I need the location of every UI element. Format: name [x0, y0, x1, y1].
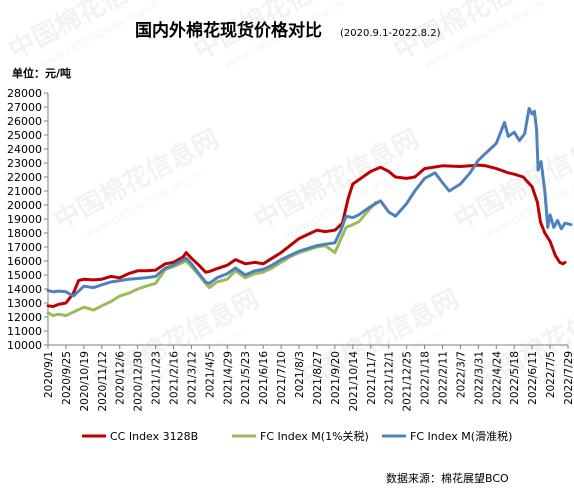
source-note: 数据来源：棉花展望BCO: [386, 471, 509, 485]
x-tick-label: 2020/12/30: [133, 351, 145, 412]
legend-label: FC Index M(滑准税): [410, 429, 512, 443]
y-tick-label: 24000: [7, 143, 42, 156]
series-line-3: [46, 106, 573, 298]
y-tick-label: 12000: [7, 311, 42, 324]
legend-label: FC Index M(1%关税): [260, 429, 369, 443]
y-tick-label: 14000: [7, 283, 42, 296]
x-tick-label: 2021/8/3: [294, 351, 306, 398]
x-tick-label: 2022/7/29: [563, 351, 574, 405]
x-tick-label: 2020/9/25: [61, 351, 73, 405]
y-tick-label: 16000: [7, 255, 42, 268]
y-tick-label: 19000: [7, 213, 42, 226]
x-tick-label: 2021/12/1: [384, 351, 396, 405]
x-tick-label: 2022/2/11: [437, 351, 449, 405]
legend-label: CC Index 3128B: [110, 430, 198, 443]
y-tick-label: 17000: [7, 241, 42, 254]
x-tick-label: 2022/6/11: [527, 351, 539, 405]
x-tick-label: 2021/4/29: [222, 351, 234, 405]
y-tick-label: 11000: [7, 325, 42, 338]
y-tick-label: 23000: [7, 157, 42, 170]
x-tick-label: 2021/11/7: [366, 351, 378, 405]
y-axis-label: 单位：元/吨: [12, 66, 71, 80]
x-tick-label: 2022/4/24: [491, 351, 503, 405]
y-tick-label: 28000: [7, 87, 42, 100]
y-tick-label: 27000: [7, 101, 42, 114]
x-tick-label: 2021/1/23: [151, 351, 163, 405]
x-tick-label: 2020/10/19: [79, 351, 91, 412]
y-tick-label: 18000: [7, 227, 42, 240]
x-tick-label: 2021/10/14: [348, 351, 360, 412]
x-tick-label: 2021/9/20: [330, 351, 342, 405]
x-tick-label: 2022/1/18: [420, 351, 432, 405]
x-axis: 2020/9/1 2020/9/25 2020/10/19 2020/11/12 202…: [43, 344, 574, 412]
y-tick-label: 13000: [7, 297, 42, 310]
x-tick-label: 2020/9/1: [43, 351, 55, 398]
x-tick-label: 2020/12/6: [115, 351, 127, 405]
x-tick-label: 2022/5/18: [509, 351, 521, 405]
x-tick-label: 2021/5/23: [240, 351, 252, 405]
x-tick-label: 2021/8/27: [312, 351, 324, 405]
series-line-1: [46, 163, 567, 308]
chart-title: 国内外棉花现货价格对比: [135, 20, 322, 41]
y-tick-label: 25000: [7, 129, 42, 142]
y-tick-label: 21000: [7, 185, 42, 198]
series-lines: [46, 106, 573, 318]
x-tick-label: 2021/3/12: [186, 351, 198, 405]
x-tick-label: 2021/6/16: [258, 351, 270, 405]
y-tick-label: 26000: [7, 115, 42, 128]
x-tick-label: 2022/3/7: [455, 351, 467, 398]
y-tick-label: 20000: [7, 199, 42, 212]
y-tick-label: 15000: [7, 269, 42, 282]
y-tick-label: 10000: [7, 339, 42, 352]
x-tick-label: 2021/2/16: [169, 351, 181, 405]
legend: CC Index 3128B FC Index M(1%关税) FC Index M…: [82, 429, 512, 443]
x-tick-label: 2022/3/31: [473, 351, 485, 405]
x-tick-label: 2020/11/12: [97, 351, 109, 412]
y-tick-label: 22000: [7, 171, 42, 184]
x-tick-label: 2022/7/5: [545, 351, 557, 398]
x-tick-label: 2021/7/10: [276, 351, 288, 405]
chart-subtitle: (2020.9.1-2022.8.2): [340, 28, 441, 39]
x-tick-label: 2021/4/5: [204, 351, 216, 398]
x-tick-label: 2021/12/25: [402, 351, 414, 412]
y-axis: 1000011000120001300014000150001600017000…: [7, 87, 49, 352]
